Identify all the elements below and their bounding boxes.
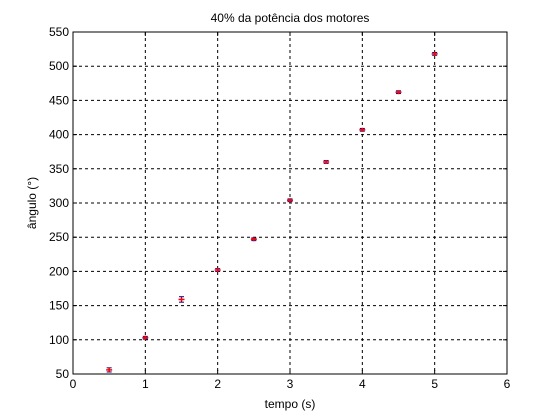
y-axis-label: ângulo (°): [25, 177, 39, 229]
y-tick-label: 300: [49, 196, 69, 210]
x-tick-label: 2: [214, 377, 221, 391]
axis-ticks: 0 1 2 3 4 5 6 50 100 150 200 250 300 350 400 450 500 550: [49, 25, 511, 391]
data-point: [178, 296, 185, 303]
data-point: [142, 335, 149, 340]
grid-lines: [73, 32, 507, 374]
data-point: [250, 237, 257, 242]
data-layer: [106, 51, 438, 373]
y-tick-label: 50: [56, 367, 70, 381]
y-tick-label: 500: [49, 59, 69, 73]
x-axis-label: tempo (s): [265, 397, 316, 411]
x-tick-label: 0: [70, 377, 77, 391]
data-point: [106, 367, 113, 373]
y-tick-label: 400: [49, 128, 69, 142]
y-tick-label: 200: [49, 264, 69, 278]
data-point: [287, 198, 293, 203]
data-point: [359, 127, 366, 132]
x-tick-label: 6: [504, 377, 511, 391]
data-point: [431, 51, 438, 56]
y-tick-label: 350: [49, 162, 69, 176]
data-point: [323, 159, 330, 164]
y-tick-label: 100: [49, 333, 69, 347]
y-tick-label: 150: [49, 299, 69, 313]
chart-title: 40% da potência dos motores: [211, 11, 370, 25]
y-tick-label: 250: [49, 230, 69, 244]
data-point: [214, 268, 221, 273]
y-tick-label: 450: [49, 93, 69, 107]
x-tick-label: 4: [359, 377, 366, 391]
x-tick-label: 3: [287, 377, 294, 391]
x-tick-label: 1: [142, 377, 149, 391]
x-tick-label: 5: [431, 377, 438, 391]
data-point: [395, 90, 402, 95]
y-tick-label: 550: [49, 25, 69, 39]
